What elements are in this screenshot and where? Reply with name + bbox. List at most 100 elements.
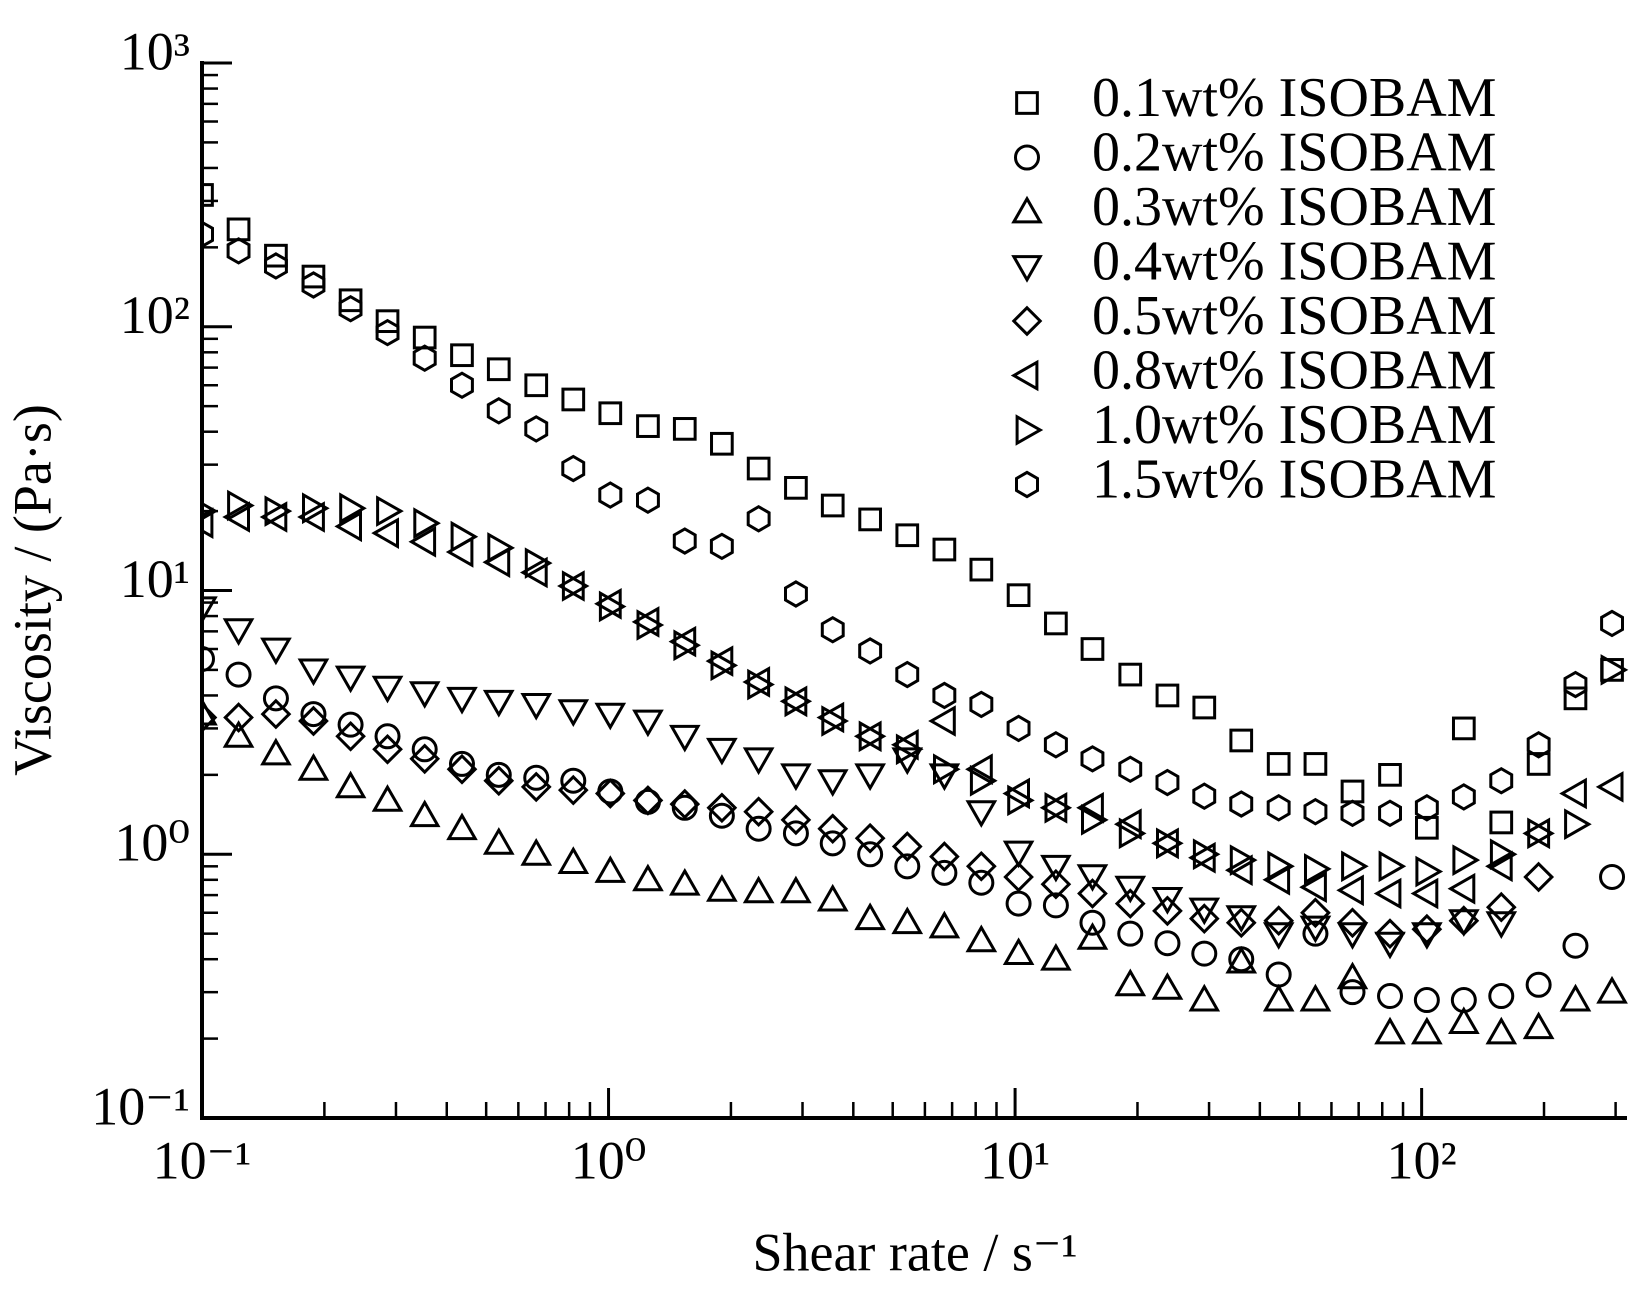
marker [1044,611,1068,636]
marker [1378,763,1402,787]
marker [632,709,664,738]
legend-marker [1010,359,1039,392]
marker [1002,937,1035,965]
marker [1374,918,1406,950]
marker [524,547,553,579]
marker [854,763,886,792]
y-tick-label: 10¹ [120,549,190,609]
marker [202,702,218,733]
marker [895,660,920,689]
marker [1114,968,1147,997]
legend-label: 0.8wt% ISOBAM [1092,339,1496,401]
marker [334,770,367,799]
marker [1340,779,1365,804]
marker [1040,942,1072,971]
marker [636,609,665,641]
marker [1044,792,1073,824]
marker [1414,793,1439,822]
marker [1299,915,1332,944]
marker [1373,877,1402,910]
marker [1081,804,1109,836]
marker [262,685,289,712]
marker [1079,909,1106,936]
marker [374,723,401,750]
marker [1488,983,1515,1010]
marker [1299,871,1327,903]
marker [890,729,919,761]
marker [222,501,250,533]
marker [706,792,738,824]
marker [746,456,771,481]
marker [1229,844,1258,876]
marker [742,875,775,904]
marker [1489,838,1518,871]
marker [520,771,552,803]
marker [1188,983,1221,1012]
marker [412,325,437,350]
marker [1076,792,1104,824]
marker [1596,975,1628,1004]
marker [1300,897,1331,929]
marker [301,264,326,289]
marker [519,556,548,589]
marker [334,665,367,694]
marker [1489,810,1514,835]
marker [598,401,623,426]
marker [895,733,924,766]
marker [780,763,812,792]
marker [334,510,362,543]
marker [1600,609,1624,638]
marker [891,831,923,862]
marker [260,698,292,730]
marker [669,724,701,753]
marker [561,454,586,483]
marker [816,769,849,798]
marker [780,804,812,836]
marker [1043,730,1068,759]
marker [202,645,215,672]
marker [1080,745,1105,773]
marker [636,414,660,438]
marker [965,850,997,882]
marker [858,637,883,665]
marker [413,507,441,539]
legend-label: 1.5wt% ISOBAM [1092,448,1496,510]
marker [1413,987,1440,1014]
marker [338,294,363,323]
marker [1225,907,1257,939]
marker [1341,850,1369,883]
marker [202,596,218,625]
marker [297,752,330,781]
marker [523,764,550,791]
marker [784,476,808,500]
marker [524,373,549,398]
marker [1485,891,1517,923]
marker [1299,983,1332,1012]
marker [743,796,775,828]
marker [1192,782,1217,811]
marker [1267,850,1295,883]
marker [598,481,623,509]
marker [409,743,441,775]
marker [969,764,998,797]
marker [446,686,478,715]
marker [202,220,214,249]
marker [226,217,251,242]
marker [227,489,255,522]
marker [1265,961,1292,988]
legend-marker [1014,144,1040,171]
marker [742,747,775,776]
legend-marker [1011,255,1043,283]
marker [222,720,255,748]
marker [371,517,399,549]
marker [1563,670,1588,699]
marker [561,570,590,602]
marker [1263,905,1295,937]
marker [705,645,734,677]
marker [1266,752,1291,776]
marker [632,785,664,816]
marker [1448,1006,1480,1034]
marker [1559,777,1587,810]
marker [1523,861,1555,893]
legend-marker [1015,91,1039,115]
